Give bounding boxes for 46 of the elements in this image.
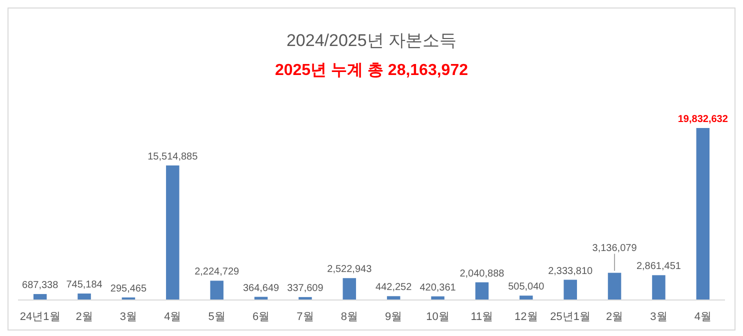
data-label: 337,609 bbox=[287, 283, 324, 294]
chart-title: 2024/2025년 자본소득 bbox=[286, 31, 457, 50]
data-label: 2,522,943 bbox=[327, 264, 372, 276]
chart-subtitle: 2025년 누계 총 28,163,972 bbox=[274, 62, 468, 79]
bar bbox=[608, 272, 622, 300]
x-tick-label: 3월 bbox=[650, 311, 668, 323]
bar bbox=[33, 294, 47, 300]
x-tick-label: 9월 bbox=[385, 311, 402, 323]
x-tick-label: 8월 bbox=[340, 311, 358, 323]
x-tick-label: 10월 bbox=[426, 311, 450, 323]
data-label: 2,040,888 bbox=[460, 268, 505, 280]
data-label: 3,136,079 bbox=[592, 242, 638, 254]
data-label: 19,832,632 bbox=[678, 114, 728, 125]
bar bbox=[475, 282, 489, 300]
bar bbox=[78, 294, 91, 300]
x-tick-label: 2월 bbox=[76, 311, 93, 323]
data-label: 2,224,729 bbox=[194, 266, 240, 278]
bar bbox=[564, 280, 577, 300]
bar bbox=[386, 296, 400, 300]
bar bbox=[342, 278, 356, 300]
bar bbox=[652, 275, 666, 300]
x-tick-label: 7월 bbox=[296, 311, 314, 323]
x-tick-label: 11월 bbox=[470, 311, 494, 323]
data-label: 2,333,810 bbox=[548, 266, 594, 277]
x-tick-label: 5월 bbox=[208, 311, 226, 323]
x-tick-label: 3월 bbox=[120, 311, 138, 323]
x-tick-label: 4월 bbox=[164, 311, 182, 323]
data-label: 364,649 bbox=[242, 282, 280, 294]
x-tick-label: 25년1월 bbox=[550, 311, 591, 323]
data-label: 295,465 bbox=[110, 283, 147, 294]
bar bbox=[210, 280, 224, 300]
data-label: 745,184 bbox=[66, 280, 103, 291]
x-tick-label: 12월 bbox=[514, 311, 538, 323]
x-tick-label: 6월 bbox=[252, 311, 270, 323]
data-label: 442,252 bbox=[376, 282, 412, 294]
x-tick-label: 24년1월 bbox=[20, 311, 60, 323]
x-tick-label: 2월 bbox=[606, 311, 624, 323]
x-tick-label: 4월 bbox=[694, 311, 712, 323]
bar bbox=[166, 165, 180, 300]
data-label: 420,361 bbox=[420, 282, 456, 294]
data-label: 505,040 bbox=[508, 282, 545, 293]
bar bbox=[520, 296, 533, 300]
data-label: 15,514,885 bbox=[148, 151, 198, 162]
data-label: 2,861,451 bbox=[636, 261, 682, 272]
bar bbox=[696, 128, 710, 300]
data-label: 687,338 bbox=[22, 280, 59, 292]
